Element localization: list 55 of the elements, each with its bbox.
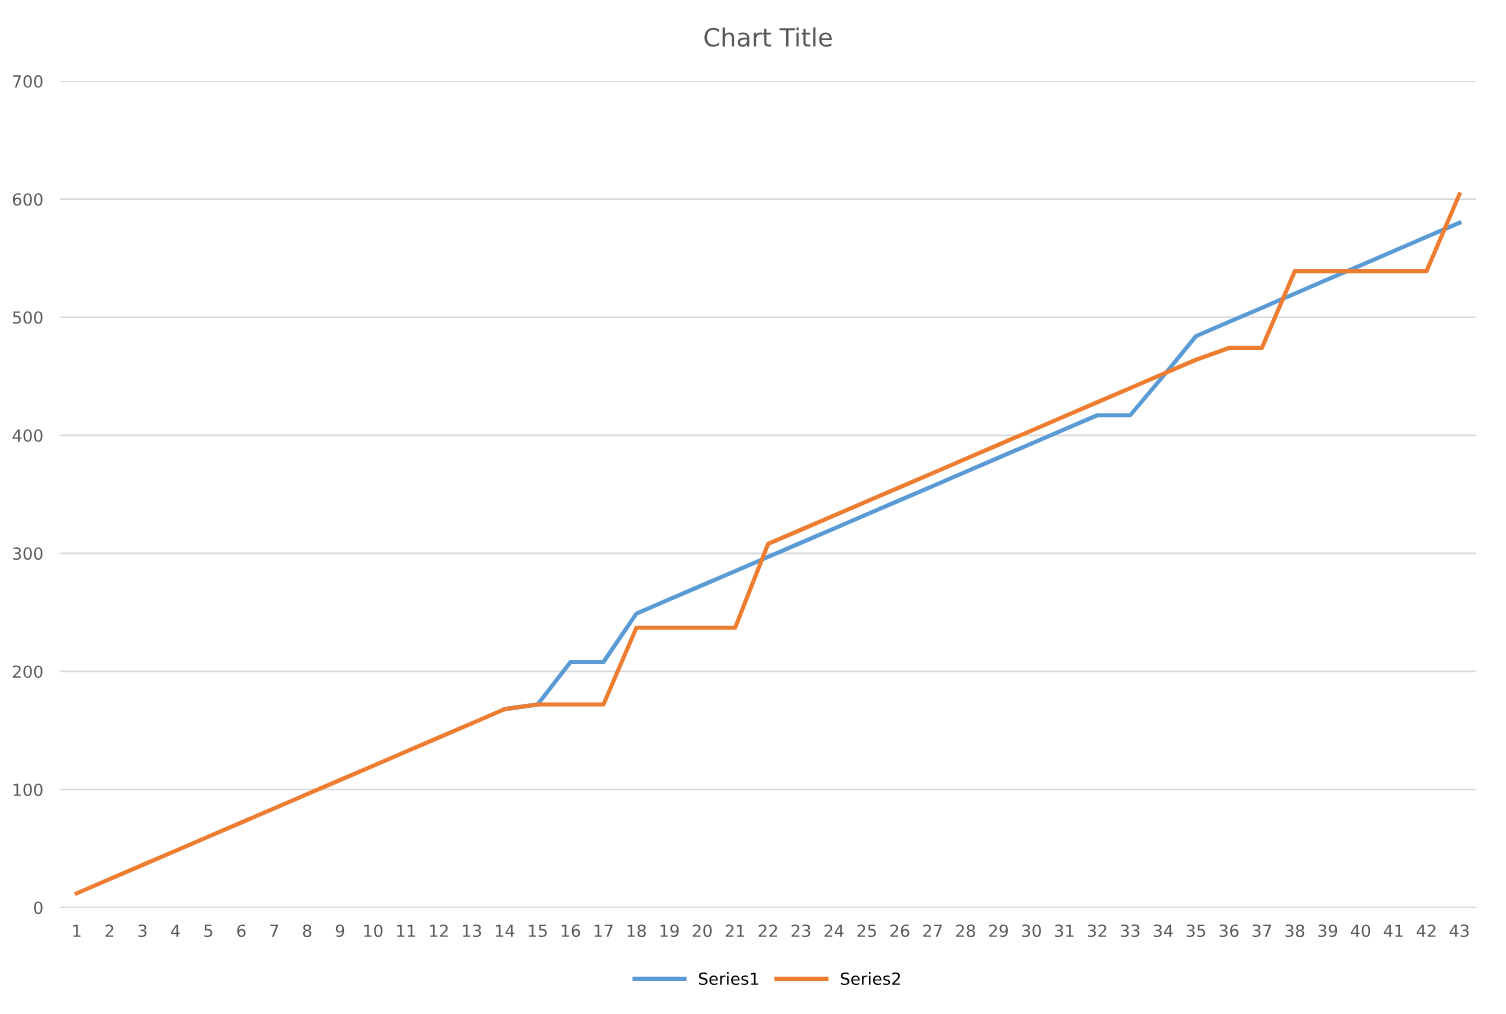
y-tick-label: 0 (34, 901, 43, 915)
x-tick-label: 2 (105, 924, 114, 937)
x-tick-label: 38 (1285, 924, 1305, 938)
y-tick-label: 600 (12, 193, 43, 206)
x-tick-label: 14 (495, 924, 515, 937)
x-tick-label: 13 (462, 924, 482, 938)
x-tick-label: 40 (1350, 924, 1371, 938)
x-tick-label: 32 (1087, 924, 1107, 938)
x-tick-label: 36 (1219, 924, 1239, 938)
x-tick-label: 30 (1022, 924, 1041, 938)
x-tick-label: 41 (1383, 924, 1403, 937)
x-tick-label: 43 (1449, 924, 1469, 938)
x-tick-label: 11 (397, 924, 415, 937)
chart-title: Chart Title (704, 27, 832, 47)
x-tick-label: 26 (890, 924, 910, 938)
x-tick-label: 7 (270, 924, 279, 937)
x-tick-label: 24 (824, 924, 844, 937)
x-tick-label: 18 (627, 924, 646, 938)
x-tick-label: 35 (1186, 924, 1206, 938)
x-tick-label: 25 (857, 924, 876, 938)
x-tick-label: 10 (364, 924, 383, 938)
x-tick-label: 20 (692, 924, 712, 938)
x-tick-label: 28 (956, 924, 976, 938)
x-tick-label: 6 (237, 924, 246, 938)
x-tick-label: 31 (1055, 924, 1074, 938)
x-tick-label: 4 (170, 924, 180, 937)
y-tick-label: 700 (13, 75, 43, 88)
x-tick-label: 3 (138, 924, 147, 938)
x-tick-label: 8 (302, 924, 312, 938)
x-tick-label: 42 (1416, 924, 1436, 937)
y-tick-label: 100 (13, 783, 43, 797)
y-tick-label: 300 (13, 547, 43, 560)
x-tick-label: 5 (204, 924, 213, 938)
x-tick-label: 23 (791, 924, 811, 938)
x-tick-label: 34 (1153, 924, 1173, 938)
x-tick-label: 21 (725, 924, 745, 937)
x-tick-label: 1 (73, 924, 81, 937)
x-tick-label: 39 (1318, 924, 1338, 938)
x-tick-label: 17 (594, 924, 613, 937)
x-tick-label: 22 (758, 924, 777, 937)
legend-label: Series2 (840, 972, 900, 986)
x-tick-label: 19 (660, 924, 679, 938)
y-tick-label: 200 (12, 665, 43, 678)
x-tick-label: 33 (1120, 924, 1140, 938)
x-tick-label: 27 (923, 924, 942, 937)
x-tick-label: 16 (561, 924, 581, 938)
y-tick-label: 500 (13, 311, 43, 324)
x-tick-label: 37 (1252, 924, 1272, 938)
x-tick-label: 12 (430, 924, 448, 937)
x-tick-label: 15 (528, 924, 547, 938)
y-tick-label: 400 (12, 429, 43, 442)
x-tick-label: 29 (989, 924, 1008, 938)
legend-label: Series1 (698, 972, 759, 986)
line-series (74, 192, 1462, 896)
x-tick-label: 9 (335, 924, 345, 938)
